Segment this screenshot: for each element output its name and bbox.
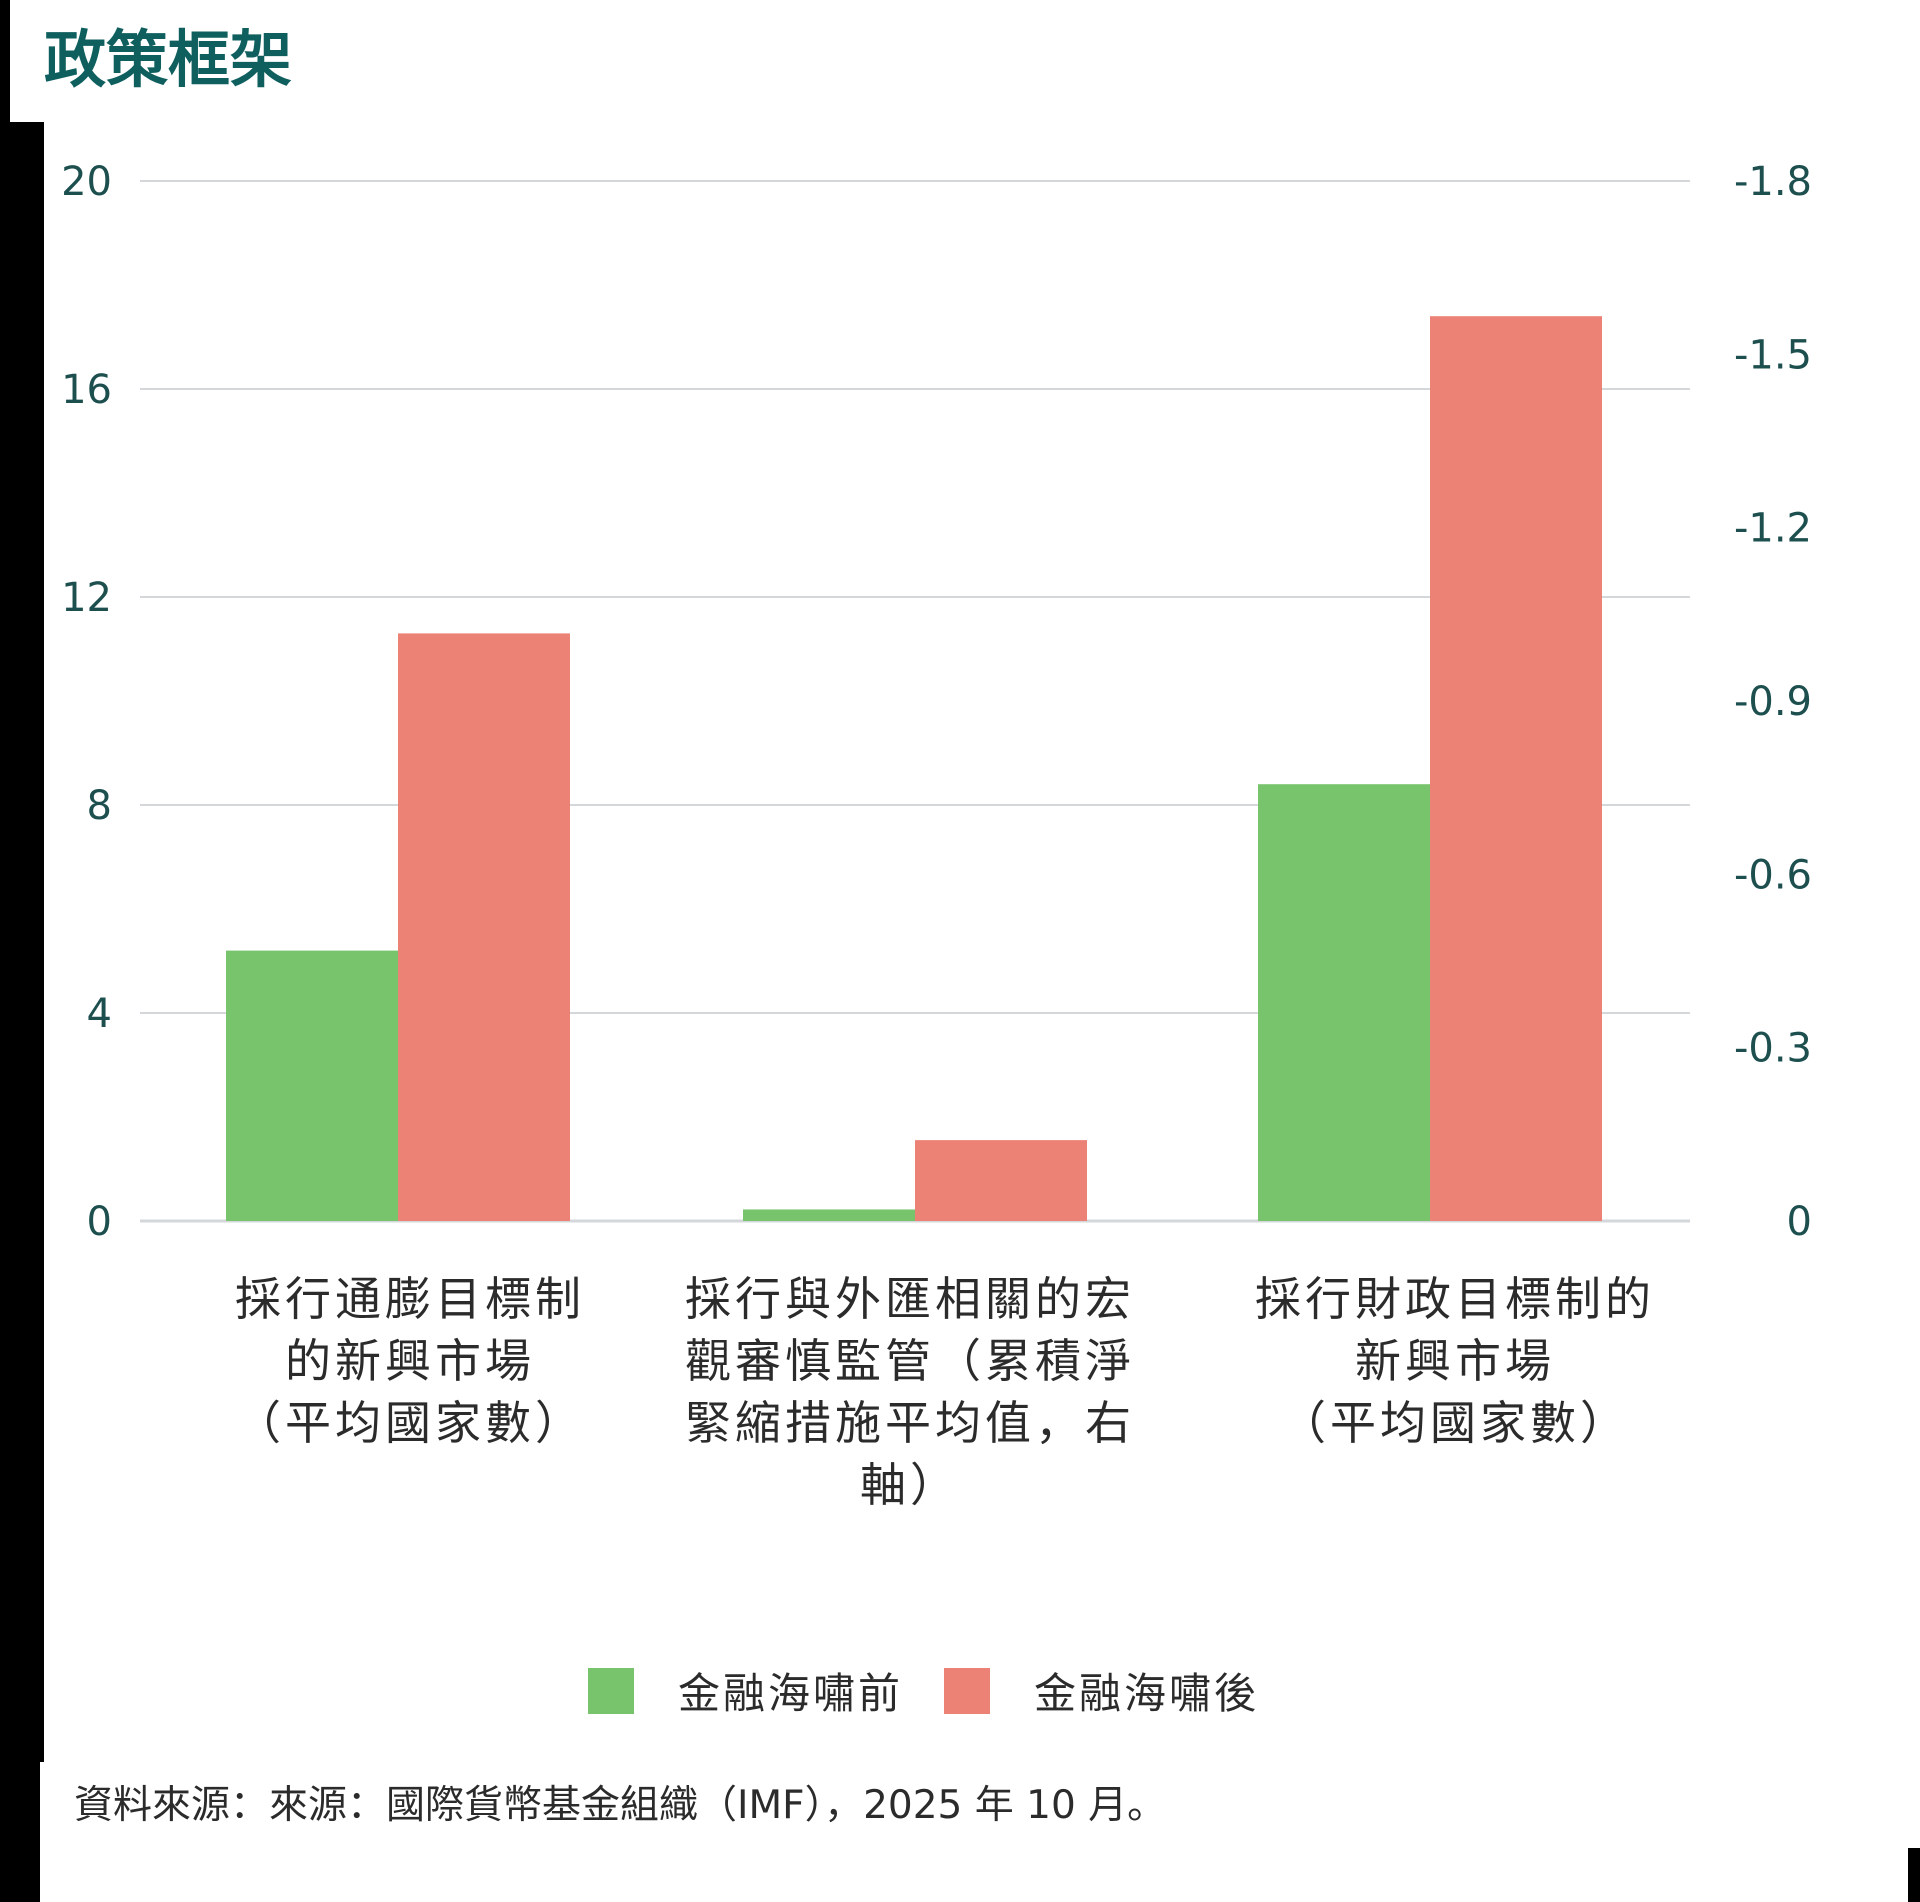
category-label-line: （平均國家數） bbox=[1280, 1396, 1630, 1450]
legend-swatch-after bbox=[944, 1667, 990, 1714]
source-panel bbox=[40, 1762, 1920, 1902]
title-panel bbox=[10, 0, 1920, 122]
left-axis: 0 4 8 12 16 20 bbox=[61, 159, 112, 1245]
bar-after-1 bbox=[398, 633, 570, 1221]
left-tick-label: 20 bbox=[61, 159, 112, 205]
category-label-line: 的新興市場 bbox=[285, 1334, 535, 1388]
left-tick-label: 4 bbox=[87, 991, 112, 1037]
right-tick-label: 0 bbox=[1787, 1199, 1812, 1245]
source-note: 資料來源：來源：國際貨幣基金組織（IMF），2025 年 10 月。 bbox=[74, 1783, 1167, 1828]
category-label-line: 軸） bbox=[860, 1458, 960, 1512]
legend-swatch-before bbox=[588, 1667, 634, 1714]
legend-item-after: 金融海嘯後 bbox=[944, 1660, 1259, 1721]
bar-after-2 bbox=[915, 1140, 1087, 1221]
bar-after-3 bbox=[1430, 316, 1602, 1221]
left-tick-label: 0 bbox=[87, 1199, 112, 1245]
left-tick-label: 12 bbox=[61, 575, 112, 621]
right-tick-label: -0.3 bbox=[1734, 1026, 1812, 1072]
category-label-line: 緊縮措施平均值，右 bbox=[685, 1396, 1135, 1450]
category-label-line: 新興市場 bbox=[1355, 1334, 1555, 1388]
chart-panel bbox=[44, 120, 1920, 1762]
bar-before-2 bbox=[743, 1209, 915, 1221]
right-tick-label: -1.2 bbox=[1734, 506, 1812, 552]
category-label-2: 採行與外匯相關的宏 觀審慎監管（累積淨 緊縮措施平均值，右 軸） bbox=[660, 1268, 1160, 1516]
category-label-line: 觀審慎監管（累積淨 bbox=[685, 1334, 1135, 1388]
left-tick-label: 16 bbox=[61, 367, 112, 413]
right-tick-label: -0.6 bbox=[1734, 852, 1812, 898]
right-tick-label: -1.8 bbox=[1734, 159, 1812, 205]
category-label-3: 採行財政目標制的 新興市場 （平均國家數） bbox=[1205, 1268, 1705, 1454]
corner-mark bbox=[1908, 1848, 1920, 1902]
legend-item-before: 金融海嘯前 bbox=[588, 1660, 903, 1721]
right-tick-label: -0.9 bbox=[1734, 679, 1812, 725]
right-tick-label: -1.5 bbox=[1734, 332, 1812, 378]
bar-before-3 bbox=[1258, 784, 1430, 1221]
category-label-line: 採行與外匯相關的宏 bbox=[685, 1272, 1135, 1326]
right-axis: 0 -0.3 -0.6 -0.9 -1.2 -1.5 -1.8 bbox=[1734, 159, 1812, 1245]
category-label-line: 採行通膨目標制 bbox=[235, 1272, 585, 1326]
legend-label-before: 金融海嘯前 bbox=[678, 1669, 904, 1718]
bars bbox=[226, 316, 1602, 1221]
category-label-line: 採行財政目標制的 bbox=[1255, 1272, 1655, 1326]
legend-label-after: 金融海嘯後 bbox=[1034, 1669, 1260, 1718]
chart-title: 政策框架 bbox=[44, 23, 293, 96]
category-label-line: （平均國家數） bbox=[235, 1396, 585, 1450]
left-tick-label: 8 bbox=[87, 783, 112, 829]
bar-before-1 bbox=[226, 950, 398, 1221]
category-label-1: 採行通膨目標制 的新興市場 （平均國家數） bbox=[160, 1268, 660, 1454]
